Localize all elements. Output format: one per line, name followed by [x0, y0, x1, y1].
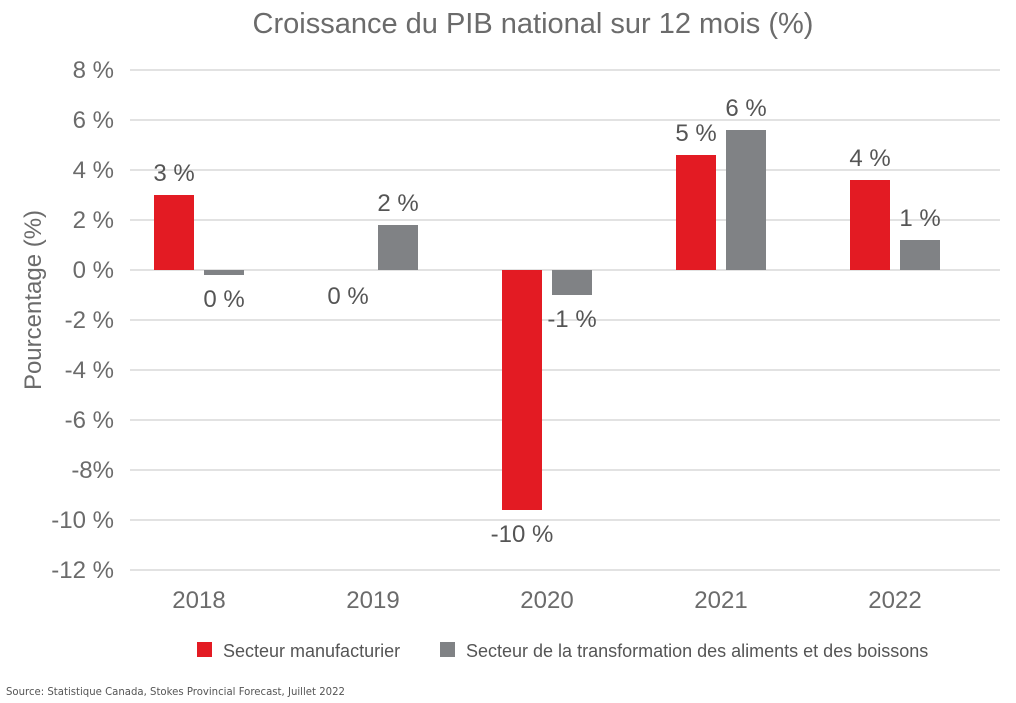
legend-label-food-beverage: Secteur de la transformation des aliment…: [466, 641, 928, 661]
legend-label-manufacturing: Secteur manufacturier: [223, 641, 400, 661]
y-tick-label: -6 %: [65, 407, 114, 434]
x-axis-ticks: 2018 2019 2020 2021 2022: [172, 587, 921, 614]
bar-manufacturing-2021: [676, 155, 716, 270]
data-label: 0 %: [203, 286, 244, 313]
bars: [154, 130, 940, 510]
bar-food-beverage-2019: [378, 225, 418, 270]
x-tick-label: 2020: [520, 587, 573, 614]
bar-manufacturing-2020: [502, 270, 542, 510]
y-tick-label: 0 %: [73, 257, 114, 284]
bar-food-beverage-2018: [204, 270, 244, 275]
y-tick-label: -12 %: [51, 557, 114, 584]
y-axis-ticks: 8 % 6 % 4 % 2 % 0 % -2 % -4 % -6 % -8% -10 % -12 %: [51, 57, 114, 584]
data-label: 4 %: [849, 145, 890, 172]
data-label: 0 %: [327, 283, 368, 310]
data-label: 6 %: [725, 95, 766, 122]
chart-title: Croissance du PIB national sur 12 mois (…: [253, 8, 814, 40]
x-tick-label: 2019: [346, 587, 399, 614]
data-label: 3 %: [153, 160, 194, 187]
bar-food-beverage-2021: [726, 130, 766, 270]
y-tick-label: 4 %: [73, 157, 114, 184]
data-label: -10 %: [491, 521, 554, 548]
data-label: 2 %: [377, 190, 418, 217]
bar-manufacturing-2018: [154, 195, 194, 270]
y-tick-label: -8%: [71, 457, 114, 484]
y-tick-label: -2 %: [65, 307, 114, 334]
y-tick-label: 6 %: [73, 107, 114, 134]
data-labels: 3 % 0 % 0 % 2 % -10 % -1 % 5 % 6 % 4 % 1 %: [153, 95, 940, 548]
bar-food-beverage-2020: [552, 270, 592, 295]
bar-food-beverage-2022: [900, 240, 940, 270]
x-tick-label: 2018: [172, 587, 225, 614]
x-tick-label: 2021: [694, 587, 747, 614]
y-tick-label: 2 %: [73, 207, 114, 234]
legend-swatch-manufacturing: [197, 642, 212, 657]
y-axis-label: Pourcentage (%): [20, 210, 47, 390]
legend: Secteur manufacturier Secteur de la tran…: [197, 641, 928, 661]
y-tick-label: 8 %: [73, 57, 114, 84]
data-label: -1 %: [547, 306, 596, 333]
x-tick-label: 2022: [868, 587, 921, 614]
legend-swatch-food-beverage: [440, 642, 455, 657]
source-note: Source: Statistique Canada, Stokes Provi…: [6, 685, 345, 698]
y-tick-label: -10 %: [51, 507, 114, 534]
data-label: 5 %: [675, 120, 716, 147]
y-tick-label: -4 %: [65, 357, 114, 384]
data-label: 1 %: [899, 205, 940, 232]
bar-manufacturing-2022: [850, 180, 890, 270]
